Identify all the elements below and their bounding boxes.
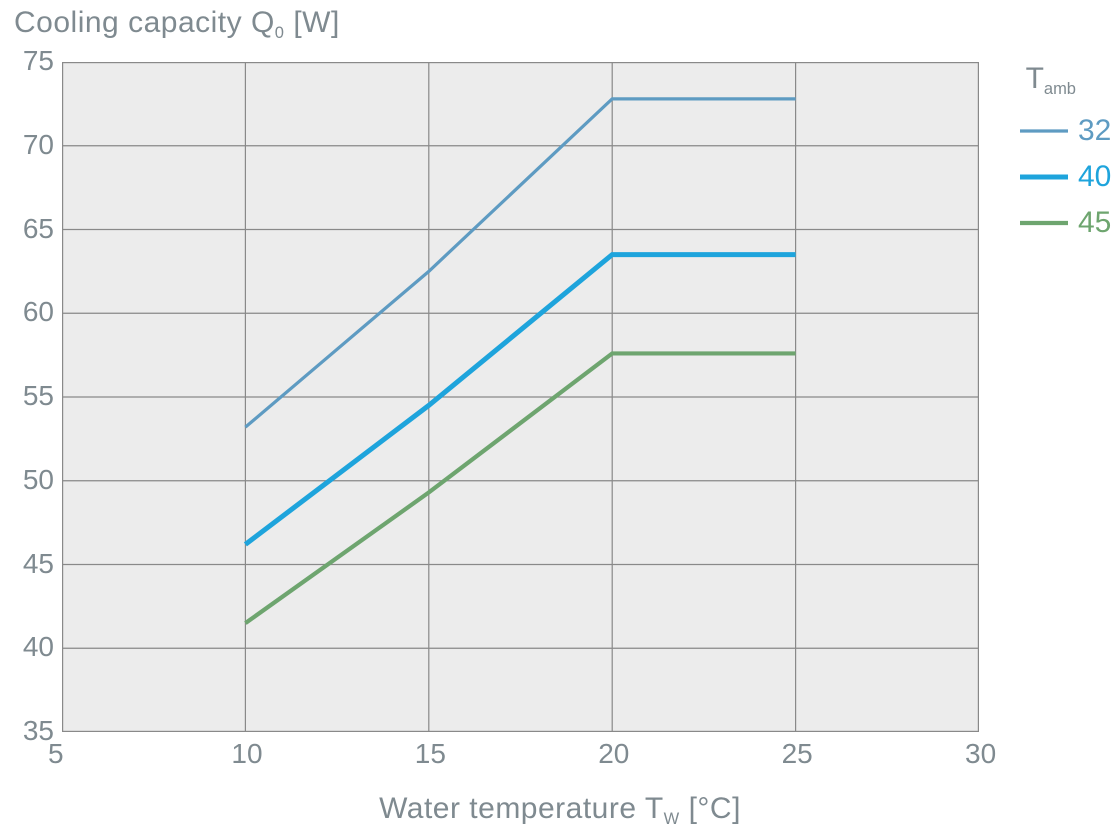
legend-item-45: 45 [994,200,1116,246]
y-tick-label: 70 [23,129,54,161]
x-tick-label: 5 [48,738,64,770]
legend-item-40: 40 [994,154,1116,200]
legend-title: Tamb [994,62,1116,96]
legend-title-main: T [1026,62,1044,95]
y-axis-title-unit: [W] [284,6,339,39]
x-tick-label: 30 [965,738,996,770]
plot-area-wrap [62,62,979,732]
y-axis-title-sub: 0 [275,24,285,42]
x-axis-title-unit: [°C] [680,792,741,825]
x-axis-title-text: Water temperature T [379,792,664,825]
x-tick-label: 25 [782,738,813,770]
y-tick-label: 50 [23,464,54,496]
legend-swatch-45 [1020,213,1068,233]
y-tick-label: 45 [23,548,54,580]
y-tick-label: 60 [23,296,54,328]
y-tick-label: 75 [23,45,54,77]
x-tick-label: 10 [231,738,262,770]
y-tick-label: 55 [23,380,54,412]
y-axis-title: Cooling capacity Q0 [W] [14,6,340,40]
y-axis-title-text: Cooling capacity Q [14,6,275,39]
plot-svg [62,62,979,732]
legend-swatch-40 [1020,167,1068,187]
x-tick-label: 20 [598,738,629,770]
legend-item-32: 32 [994,108,1116,154]
x-axis-title: Water temperature TW [°C] [0,792,1120,826]
legend-label-45: 45 [1078,206,1116,240]
legend-label-40: 40 [1078,160,1116,194]
legend-label-32: 32 [1078,114,1116,148]
chart-root: Cooling capacity Q0 [W] Tamb 32 40 45 Wate… [0,0,1120,836]
y-tick-label: 65 [23,213,54,245]
legend-swatch-32 [1020,121,1068,141]
x-axis-title-sub: W [664,810,680,828]
legend-items: 32 40 45 [994,108,1116,246]
x-tick-label: 15 [415,738,446,770]
y-tick-label: 40 [23,631,54,663]
legend: Tamb 32 40 45 [994,62,1116,246]
legend-title-sub: amb [1044,80,1076,98]
